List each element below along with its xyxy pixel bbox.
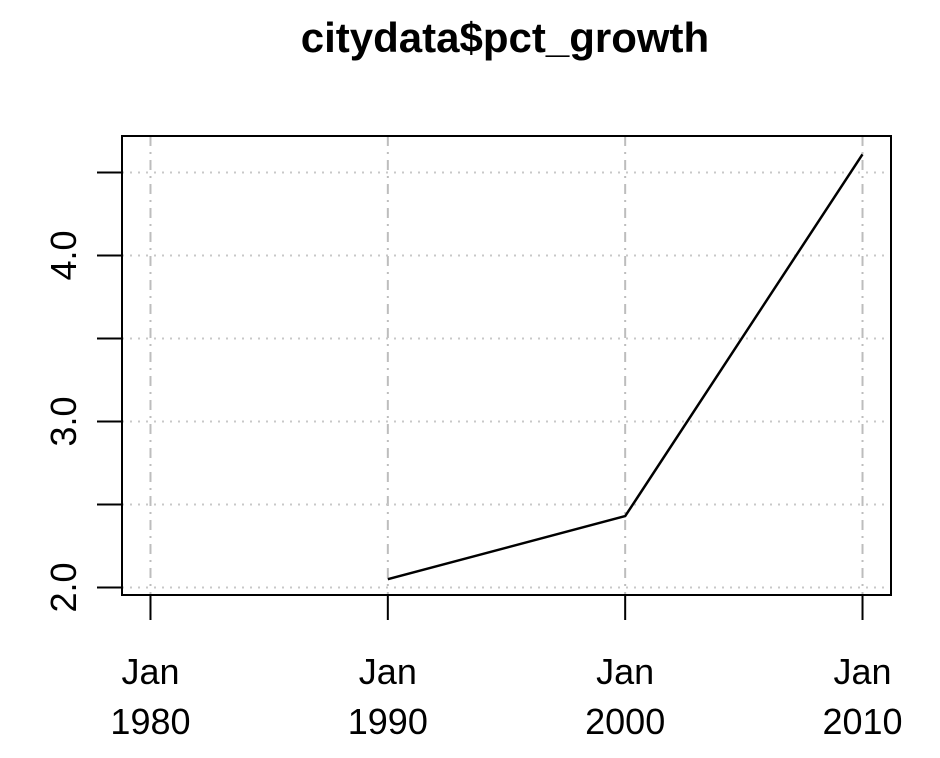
y-tick-label-1: 3.0 — [43, 397, 84, 447]
x-axis: Jan 1980 Jan 1990 Jan 2000 Jan 2010 — [110, 594, 903, 742]
series-layer — [387, 153, 864, 581]
series-line-0 — [387, 153, 864, 581]
x-tick-label-month-2: Jan — [596, 651, 654, 692]
y-tick-label-2: 4.0 — [43, 230, 84, 280]
x-tick-label-year-2: 2000 — [585, 701, 665, 742]
y-axis: 2.0 3.0 4.0 — [43, 171, 123, 613]
x-tick-label-year-0: 1980 — [110, 701, 190, 742]
x-tick-label-year-1: 1990 — [348, 701, 428, 742]
plot-area-border — [121, 135, 892, 596]
x-tick-label-month-0: Jan — [121, 651, 179, 692]
chart-title: citydata$pct_growth — [301, 14, 709, 61]
x-tick-label-month-1: Jan — [359, 651, 417, 692]
y-tick-label-0: 2.0 — [43, 563, 84, 613]
x-tick-label-month-3: Jan — [833, 651, 891, 692]
x-tick-label-year-3: 2010 — [822, 701, 902, 742]
grid — [122, 136, 891, 595]
